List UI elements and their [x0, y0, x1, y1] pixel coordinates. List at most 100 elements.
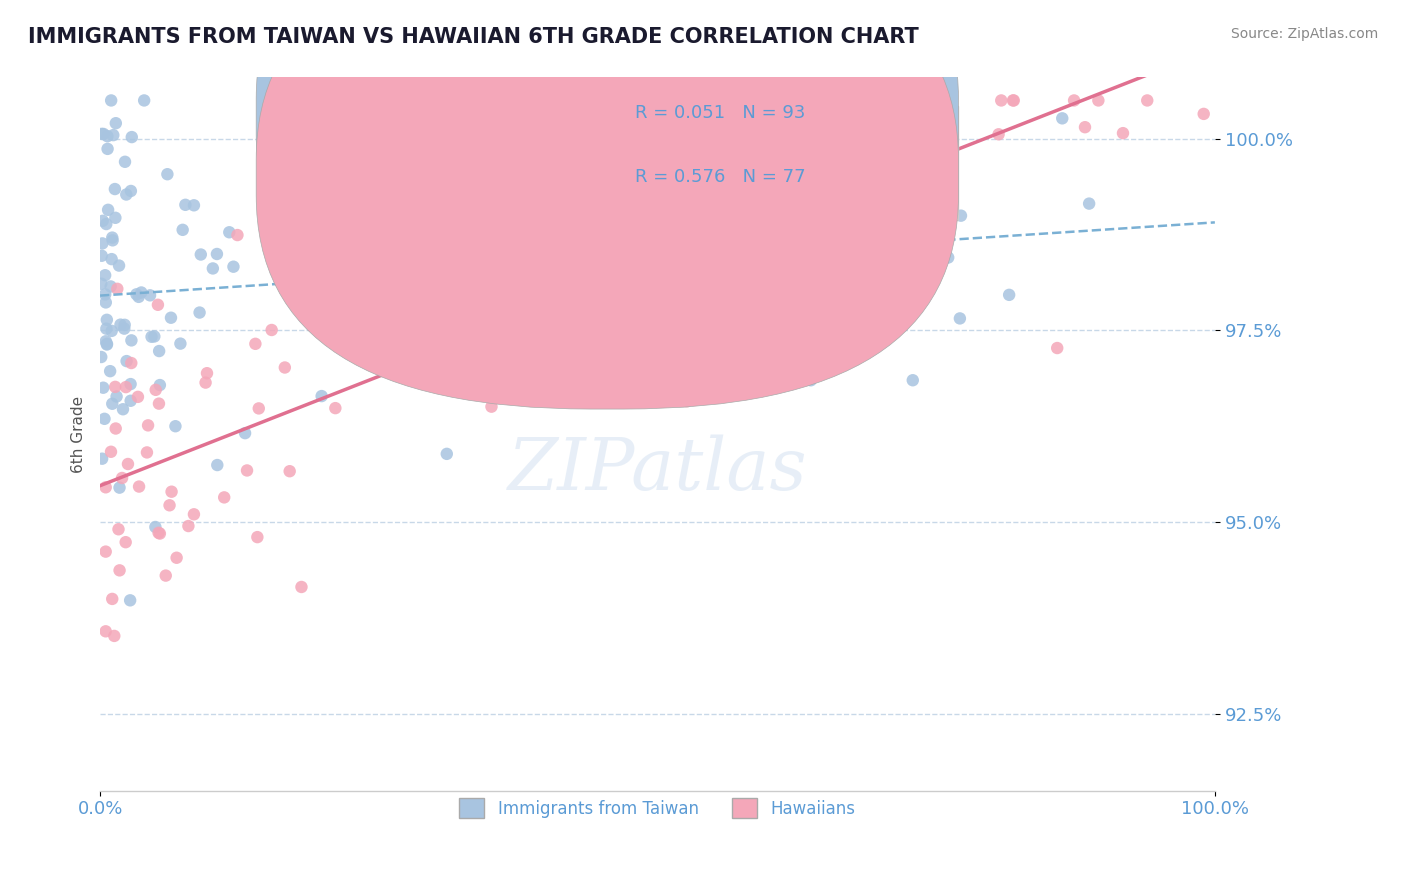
Point	[882, 251, 904, 265]
Point	[1002, 94, 1025, 108]
Point	[105, 282, 128, 296]
Point	[110, 318, 132, 332]
Point	[104, 116, 127, 130]
Point	[290, 580, 312, 594]
Point	[800, 373, 823, 387]
Point	[108, 563, 131, 577]
Point	[112, 321, 135, 335]
Point	[143, 329, 166, 343]
Point	[100, 279, 122, 293]
Point	[108, 481, 131, 495]
Point	[274, 360, 297, 375]
Point	[190, 247, 212, 261]
Point	[145, 383, 167, 397]
Point	[734, 302, 756, 317]
Point	[94, 334, 117, 349]
Point	[136, 445, 159, 459]
Point	[458, 318, 481, 332]
Point	[111, 402, 134, 417]
Point	[108, 259, 131, 273]
Point	[205, 247, 228, 261]
Point	[1087, 94, 1109, 108]
Point	[183, 198, 205, 212]
Point	[166, 550, 188, 565]
Point	[783, 94, 806, 108]
Point	[94, 624, 117, 639]
Point	[1063, 94, 1085, 108]
FancyBboxPatch shape	[568, 106, 959, 220]
Point	[104, 211, 127, 225]
Point	[120, 334, 142, 348]
Point	[115, 380, 138, 394]
Point	[101, 233, 124, 247]
Text: ZIPatlas: ZIPatlas	[508, 434, 807, 505]
Point	[100, 94, 122, 108]
Point	[90, 127, 112, 141]
Point	[436, 447, 458, 461]
Point	[96, 217, 118, 231]
Point	[134, 94, 156, 108]
Point	[756, 144, 779, 158]
Point	[1052, 112, 1074, 126]
FancyBboxPatch shape	[256, 0, 959, 349]
FancyBboxPatch shape	[256, 0, 959, 409]
Point	[1078, 196, 1101, 211]
Point	[90, 249, 112, 263]
Point	[883, 100, 905, 114]
Point	[141, 330, 163, 344]
Point	[107, 522, 129, 536]
Point	[526, 278, 548, 293]
Point	[188, 305, 211, 319]
Point	[676, 394, 699, 409]
Point	[246, 530, 269, 544]
Point	[149, 378, 172, 392]
Point	[115, 187, 138, 202]
Point	[104, 182, 127, 196]
Point	[105, 390, 128, 404]
Point	[616, 137, 638, 152]
Point	[502, 340, 524, 354]
Point	[720, 166, 742, 180]
Point	[94, 480, 117, 494]
Point	[115, 354, 138, 368]
Point	[93, 127, 115, 141]
Point	[94, 295, 117, 310]
Point	[96, 321, 118, 335]
Point	[160, 484, 183, 499]
Point	[481, 400, 503, 414]
Point	[96, 129, 118, 144]
Point	[98, 364, 121, 378]
Point	[91, 214, 114, 228]
Point	[456, 352, 478, 367]
Point	[172, 223, 194, 237]
Point	[101, 591, 124, 606]
Point	[245, 336, 267, 351]
Point	[148, 396, 170, 410]
Point	[1136, 94, 1159, 108]
Point	[94, 544, 117, 558]
Point	[117, 457, 139, 471]
Point	[195, 366, 218, 380]
Point	[260, 323, 283, 337]
Point	[120, 593, 142, 607]
Point	[91, 381, 114, 395]
Point	[488, 160, 510, 174]
Point	[212, 491, 235, 505]
Point	[159, 498, 181, 512]
Y-axis label: 6th Grade: 6th Grade	[72, 395, 86, 473]
Point	[90, 277, 112, 291]
Text: R = 0.576   N = 77: R = 0.576 N = 77	[636, 169, 806, 186]
Point	[120, 393, 142, 408]
Point	[1001, 94, 1024, 108]
Point	[987, 128, 1010, 142]
Point	[96, 313, 118, 327]
Point	[1192, 107, 1215, 121]
Point	[114, 154, 136, 169]
Point	[136, 418, 159, 433]
Point	[183, 508, 205, 522]
Point	[1046, 341, 1069, 355]
Point	[543, 331, 565, 345]
Point	[889, 94, 911, 108]
Point	[1074, 120, 1097, 135]
Point	[233, 426, 256, 441]
